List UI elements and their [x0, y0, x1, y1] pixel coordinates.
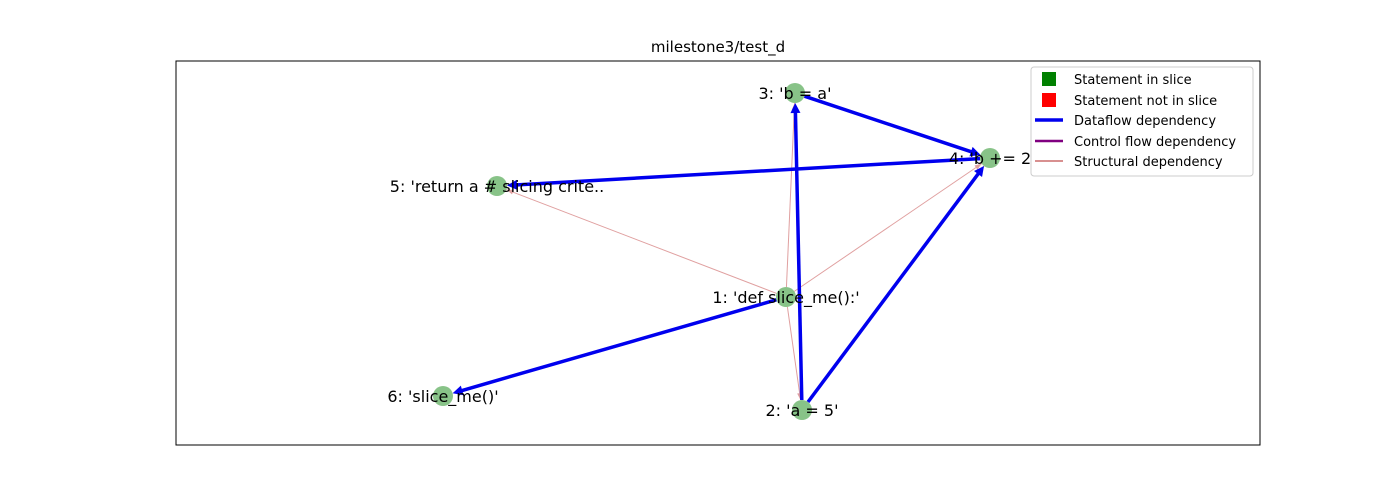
dataflow-arrowhead-n3-n4 [969, 146, 981, 157]
dataflow-edge-n1-n6 [459, 298, 777, 393]
node-n5 [487, 176, 507, 196]
node-n4 [980, 148, 1000, 168]
dataflow-edge-n2-n4 [806, 171, 981, 404]
node-label-n6: 6: 'slice_me()' [387, 387, 498, 407]
node-label-n2: 2: 'a = 5' [765, 401, 838, 420]
dataflow-arrowhead-n1-n6 [452, 385, 464, 396]
dataflow-edge-n2-n3 [793, 110, 804, 401]
structural-edge-n1-n2 [786, 306, 802, 401]
legend: Statement in slice Statement not in slic… [1030, 66, 1254, 177]
dataflow-edges-layer [452, 94, 985, 404]
dataflow-arrowhead-n4-n5 [506, 179, 518, 190]
dataflow-edge-n3-n4 [803, 94, 974, 154]
legend-structural-label: Structural dependency [1074, 155, 1223, 170]
structural-arrowhead-n1-n5 [506, 189, 514, 195]
node-label-n1: 1: 'def slice_me():' [712, 288, 859, 308]
dataflow-edge-n4-n5 [514, 156, 981, 187]
legend-control-flow-label: Control flow dependency [1074, 135, 1236, 150]
legend-not-in-slice-swatch [1042, 93, 1056, 107]
node-n6 [433, 386, 453, 406]
legend-box [1030, 66, 1254, 177]
chart-title: milestone3/test_d [651, 38, 785, 57]
nodes-layer: 1: 'def slice_me():' 2: 'a = 5' 3: 'b = a'… [387, 83, 1031, 420]
structural-edge-n1-n5 [506, 189, 777, 294]
node-label-n5: 5: 'return a # slicing crite.. [390, 177, 604, 196]
dataflow-arrowhead-n2-n4 [974, 166, 985, 178]
structural-edge-n1-n3 [785, 102, 796, 288]
legend-not-in-slice-label: Statement not in slice [1074, 94, 1217, 109]
node-n3 [785, 83, 805, 103]
legend-dataflow-label: Dataflow dependency [1074, 114, 1216, 129]
node-label-n4: 4: 'b += 2 [949, 149, 1031, 168]
structural-arrowhead-n1-n4 [974, 163, 982, 170]
legend-in-slice-label: Statement in slice [1074, 73, 1192, 88]
dataflow-arrowhead-n2-n3 [790, 102, 801, 114]
legend-in-slice-swatch [1042, 72, 1056, 86]
structural-edge-n1-n4 [793, 163, 983, 292]
node-label-n3: 3: 'b = a' [759, 84, 832, 103]
node-n2 [792, 400, 812, 420]
node-n1 [776, 287, 796, 307]
